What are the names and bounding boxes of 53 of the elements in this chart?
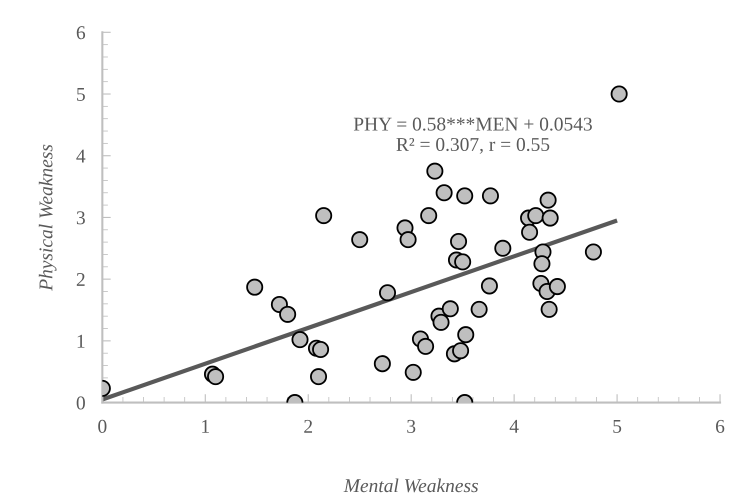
y-tick-label: 0	[76, 396, 85, 410]
x-tick-label: 3	[407, 420, 416, 433]
point	[482, 187, 499, 204]
point	[404, 364, 422, 381]
y-tick-label: 4	[76, 150, 86, 162]
point	[426, 162, 444, 180]
point	[452, 342, 470, 360]
point	[584, 243, 602, 261]
point	[315, 207, 332, 224]
point	[436, 184, 453, 202]
y-tick-label: 2	[76, 273, 85, 286]
point	[521, 224, 538, 241]
point	[351, 231, 368, 248]
point	[457, 326, 474, 344]
point	[432, 314, 450, 331]
x-tick-label: 6	[716, 420, 724, 433]
point	[542, 210, 559, 227]
point	[527, 207, 544, 224]
point	[540, 192, 557, 209]
point	[246, 278, 264, 296]
point	[417, 338, 434, 355]
x-tick-label: 2	[304, 420, 312, 433]
y-axis-title: Physical Weakness	[38, 144, 57, 291]
point	[540, 300, 558, 318]
point	[312, 340, 330, 358]
point	[454, 253, 472, 270]
y-tick-label: 1	[78, 334, 85, 348]
point	[480, 277, 498, 294]
point	[374, 355, 391, 372]
y-tick-label: 5	[77, 88, 85, 101]
x-tick-label: 4	[510, 420, 519, 433]
x-tick-label: 1	[202, 420, 209, 433]
point	[400, 231, 417, 248]
point	[279, 306, 296, 323]
point	[442, 300, 459, 318]
point	[456, 187, 474, 204]
y-tick-label: 6	[76, 26, 86, 40]
point	[494, 240, 512, 257]
point	[310, 368, 328, 386]
point	[610, 86, 628, 103]
point	[291, 331, 309, 348]
x-tick-label: 5	[613, 420, 622, 433]
point	[533, 255, 550, 272]
point	[470, 300, 488, 318]
point	[450, 232, 468, 250]
point	[548, 278, 566, 296]
point	[378, 284, 396, 302]
point	[207, 368, 224, 386]
x-tick-label: 0	[98, 420, 106, 433]
annotation: PHY = 0.58***MEN + 0.0543 R² = 0.307, r = 0.55	[354, 118, 592, 154]
point	[420, 207, 438, 224]
x-axis-title: Mental Weakness	[344, 478, 478, 492]
y-tick-label: 3	[76, 211, 85, 224]
